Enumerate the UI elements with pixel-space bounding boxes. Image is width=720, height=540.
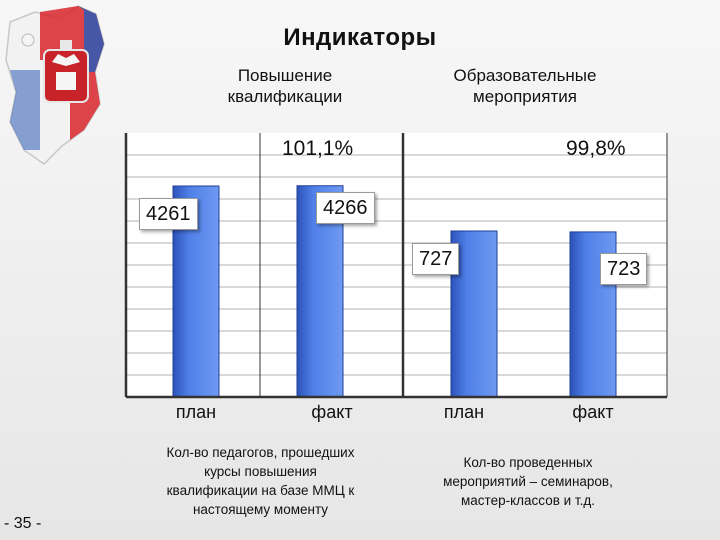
region-emblem: [5, 5, 105, 165]
data-label: 727: [412, 243, 460, 275]
group-title-line: Повышение: [237, 66, 333, 85]
caption-line: Кол-во проведенных: [463, 455, 593, 470]
group-title-line: Образовательные: [453, 66, 597, 85]
slide-title: Индикаторы: [283, 24, 437, 51]
category-label: факт: [311, 402, 353, 422]
chart-frame: [124, 133, 668, 399]
category-label: факт: [572, 402, 614, 422]
caption-line: мастер-классов и т.д.: [461, 493, 595, 508]
group-title-line: квалификации: [227, 87, 343, 106]
caption-line: квалификации на базе ММЦ к: [166, 483, 355, 498]
percent-label-qualification: 101,1%: [282, 137, 354, 160]
caption-events: Кол-во проведенных мероприятий – семинар…: [410, 453, 646, 510]
caption-line: Кол-во педагогов, прошедших: [166, 445, 355, 460]
group-title-line: мероприятия: [473, 87, 577, 106]
page-number: - 35 -: [4, 515, 42, 532]
data-label: 723: [600, 253, 648, 285]
caption-line: мероприятий – семинаров,: [443, 474, 613, 489]
group-title-qualification: Повышение квалификации: [185, 65, 385, 107]
percent-label-events: 99,8%: [566, 137, 626, 160]
caption-qualification: Кол-во педагогов, прошедших курсы повыше…: [138, 443, 383, 519]
data-label: 4266: [316, 192, 375, 224]
caption-line: настоящему моменту: [192, 502, 329, 517]
caption-line: курсы повышения: [204, 464, 317, 479]
data-label: 4261: [139, 198, 198, 230]
category-label: план: [175, 402, 217, 422]
category-label: план: [443, 402, 485, 422]
group-title-events: Образовательные мероприятия: [410, 65, 640, 107]
